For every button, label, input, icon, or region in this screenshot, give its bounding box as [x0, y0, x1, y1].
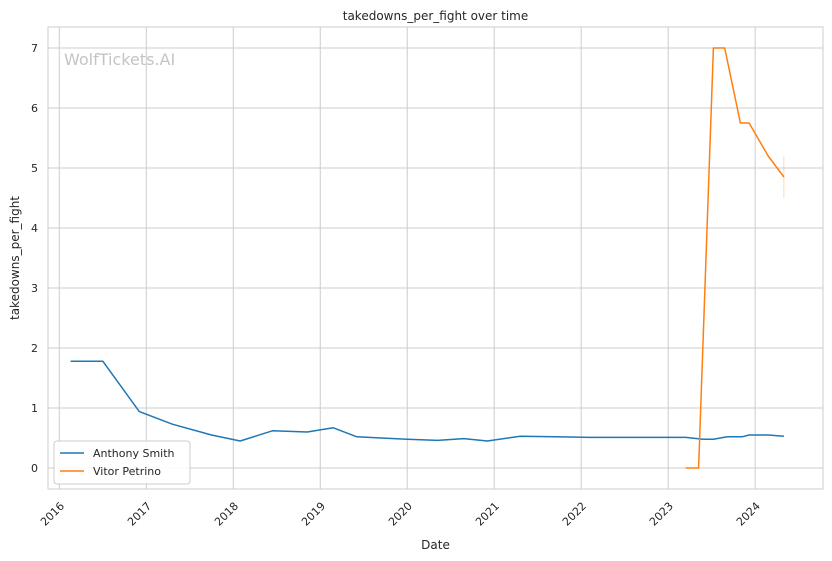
- plot-area: [47, 26, 824, 490]
- chart-title: takedowns_per_fight over time: [343, 9, 529, 23]
- y-tick-label: 0: [31, 462, 38, 475]
- x-axis-label: Date: [421, 538, 450, 552]
- y-tick-label: 5: [31, 162, 38, 175]
- series-line-anthony-smith: [70, 360, 784, 442]
- watermark: WolfTickets.AI: [64, 50, 175, 69]
- y-tick-label: 3: [31, 282, 38, 295]
- x-tick-label: 2020: [386, 500, 415, 529]
- legend-box: [53, 440, 191, 485]
- x-tick-label: 2016: [38, 500, 67, 529]
- x-tick-label: 2022: [560, 500, 589, 529]
- x-tick-label: 2018: [212, 500, 241, 529]
- series-lines: [70, 47, 785, 469]
- x-tick-label: 2023: [647, 500, 676, 529]
- series-line-vitor-petrino: [685, 47, 785, 469]
- y-tick-label: 1: [31, 402, 38, 415]
- legend: Anthony Smith Vitor Petrino: [53, 440, 191, 485]
- x-tick-label: 2017: [125, 500, 154, 529]
- y-tick-label: 4: [31, 222, 38, 235]
- x-tick-label: 2024: [734, 500, 763, 529]
- y-axis-label: takedowns_per_fight: [8, 196, 22, 320]
- y-tick-label: 6: [31, 102, 38, 115]
- y-tick-labels: 0 1 2 3 4 5 6 7: [31, 42, 38, 475]
- y-tick-label: 2: [31, 342, 38, 355]
- legend-label-vitor-petrino: Vitor Petrino: [93, 465, 161, 478]
- x-tick-label: 2019: [299, 500, 328, 529]
- legend-label-anthony-smith: Anthony Smith: [93, 447, 175, 460]
- x-tick-labels: 2016 2017 2018 2019 2020 2021 2022 2023 2024: [38, 500, 763, 529]
- x-tick-label: 2021: [473, 500, 502, 529]
- y-tick-label: 7: [31, 42, 38, 55]
